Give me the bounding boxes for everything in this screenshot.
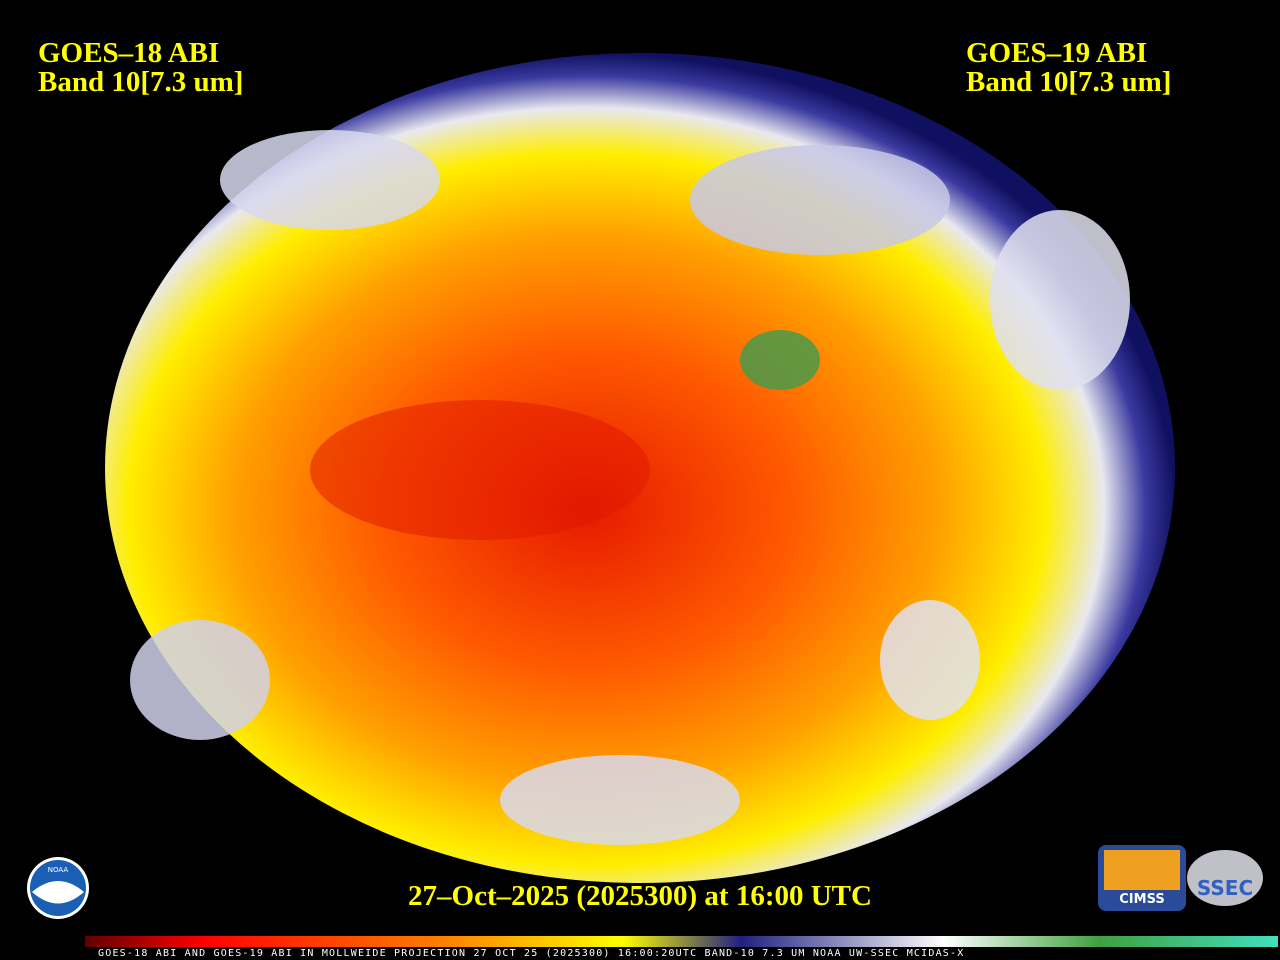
cimss-logo: CIMSS xyxy=(1098,845,1186,911)
ssec-text: SSEC xyxy=(1197,876,1253,900)
colorbar-caption: GOES-18 ABI AND GOES-19 ABI IN MOLLWEIDE… xyxy=(98,948,964,959)
noaa-text: NOAA xyxy=(48,866,69,874)
cloud-features xyxy=(130,130,1130,845)
right-satellite: GOES–19 ABI xyxy=(966,37,1147,69)
timestamp: 27–Oct–2025 (2025300) at 16:00 UTC xyxy=(408,880,872,912)
left-satellite: GOES–18 ABI xyxy=(38,37,219,69)
colorbar xyxy=(85,936,1278,947)
left-band: Band 10[7.3 um] xyxy=(38,66,243,98)
right-band: Band 10[7.3 um] xyxy=(966,66,1171,98)
ssec-logo: SSEC xyxy=(1187,850,1263,906)
noaa-logo: NOAA xyxy=(27,857,89,919)
cimss-text: CIMSS xyxy=(1119,892,1164,907)
